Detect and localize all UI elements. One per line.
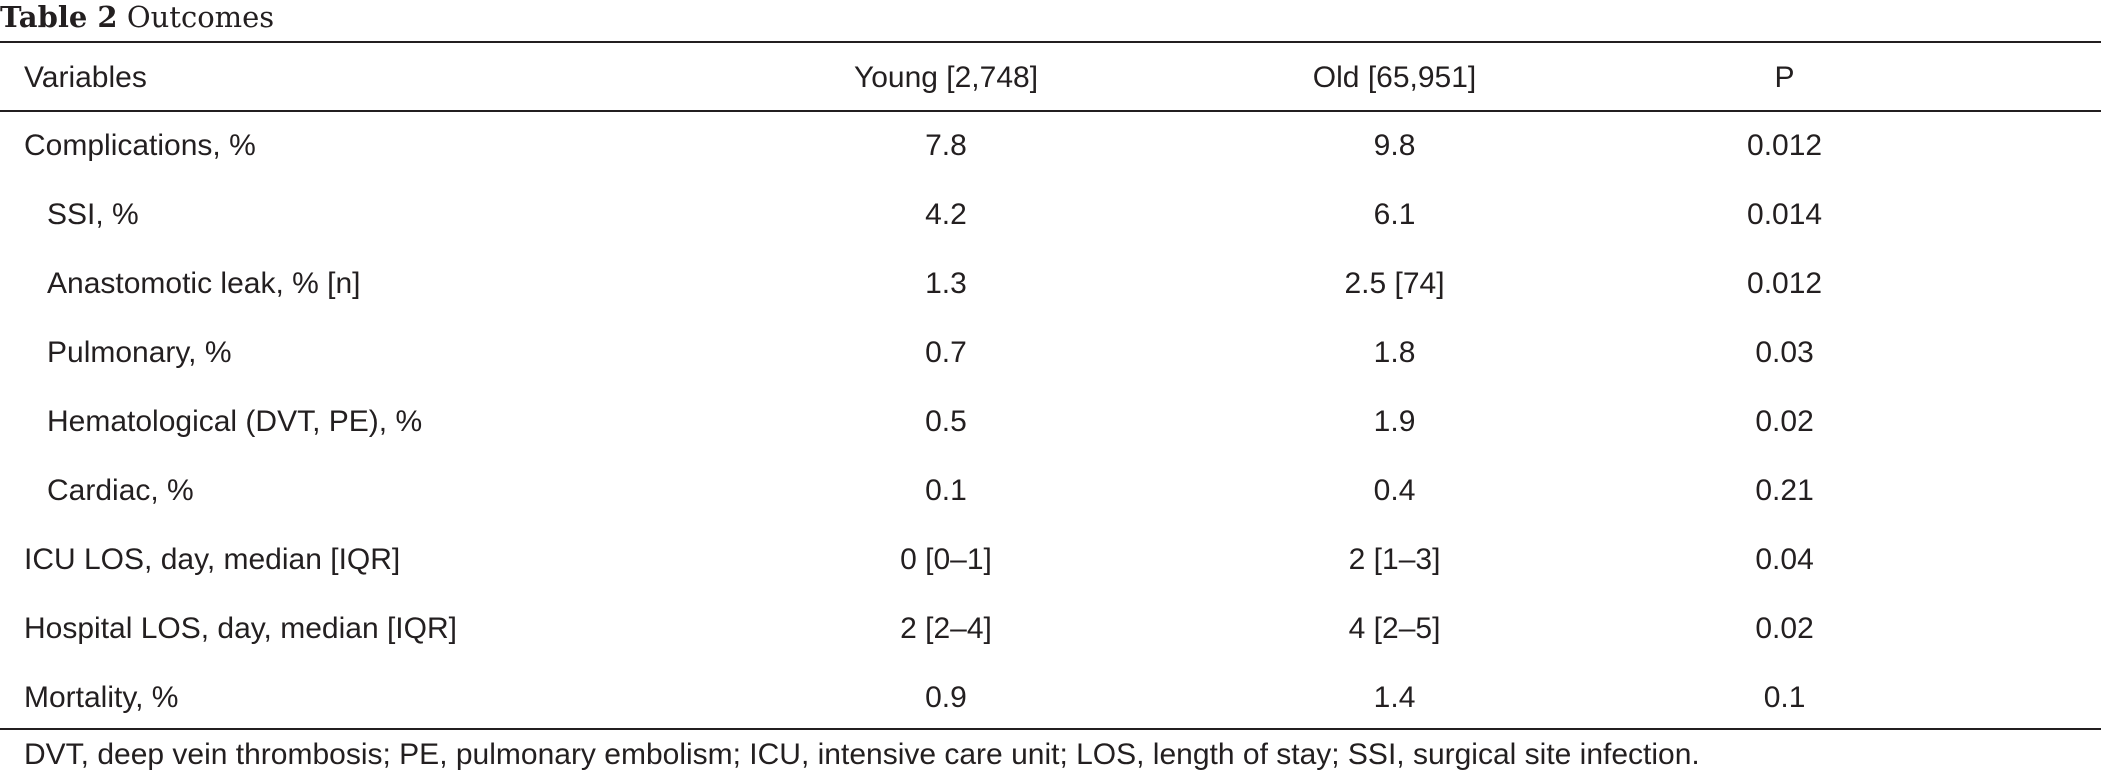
old-value: 1.9 bbox=[1373, 404, 1416, 438]
old-value: 9.8 bbox=[1373, 128, 1416, 162]
row-label: Pulmonary, % bbox=[47, 335, 232, 369]
p-value: 0.03 bbox=[1755, 335, 1814, 369]
table-caption-title: Outcomes bbox=[126, 0, 275, 34]
table-row: Mortality, % 0.9 1.4 0.1 bbox=[0, 663, 2101, 732]
bottom-rule bbox=[0, 728, 2101, 730]
old-value: 1.8 bbox=[1373, 335, 1416, 369]
young-value: 0 [0–1] bbox=[900, 542, 992, 576]
row-label: Anastomotic leak, % [n] bbox=[47, 266, 361, 300]
young-value: 4.2 bbox=[925, 197, 967, 231]
p-value: 0.014 bbox=[1747, 197, 1823, 231]
column-header-variables: Variables bbox=[24, 60, 147, 94]
table-row: Pulmonary, % 0.7 1.8 0.03 bbox=[0, 318, 2101, 387]
young-value: 1.3 bbox=[925, 266, 967, 300]
old-value: 2 [1–3] bbox=[1348, 542, 1441, 576]
header-row: Variables Young [2,748] Old [65,951] P bbox=[0, 44, 2101, 111]
p-value: 0.02 bbox=[1755, 404, 1814, 438]
table-row: SSI, % 4.2 6.1 0.014 bbox=[0, 180, 2101, 249]
young-value: 0.9 bbox=[925, 680, 967, 714]
table-row: ICU LOS, day, median [IQR] 0 [0–1] 2 [1–… bbox=[0, 525, 2101, 594]
p-value: 0.1 bbox=[1763, 680, 1806, 714]
table-row: Complications, % 7.8 9.8 0.012 bbox=[0, 111, 2101, 180]
row-label: Mortality, % bbox=[24, 680, 179, 714]
header-rule bbox=[0, 110, 2101, 112]
young-value: 7.8 bbox=[925, 128, 967, 162]
row-label: Cardiac, % bbox=[47, 473, 194, 507]
row-label: Hospital LOS, day, median [IQR] bbox=[24, 611, 457, 645]
table-footnote: DVT, deep vein thrombosis; PE, pulmonary… bbox=[24, 738, 1700, 771]
outcomes-table: Variables Young [2,748] Old [65,951] P C… bbox=[0, 44, 2101, 732]
row-label: SSI, % bbox=[47, 197, 139, 231]
young-value: 0.1 bbox=[925, 473, 967, 507]
table-caption: Table 2 Outcomes bbox=[0, 0, 274, 36]
table-row: Hematological (DVT, PE), % 0.5 1.9 0.02 bbox=[0, 387, 2101, 456]
table-caption-label: Table 2 bbox=[0, 0, 118, 34]
old-value: 2.5 [74] bbox=[1344, 266, 1445, 300]
column-header-old: Old [65,951] bbox=[1312, 60, 1477, 94]
table-row: Hospital LOS, day, median [IQR] 2 [2–4] … bbox=[0, 594, 2101, 663]
old-value: 6.1 bbox=[1373, 197, 1416, 231]
p-value: 0.02 bbox=[1755, 611, 1814, 645]
p-value: 0.21 bbox=[1755, 473, 1814, 507]
p-value: 0.012 bbox=[1747, 266, 1823, 300]
column-header-young: Young [2,748] bbox=[853, 60, 1039, 94]
young-value: 0.7 bbox=[925, 335, 967, 369]
old-value: 4 [2–5] bbox=[1348, 611, 1441, 645]
young-value: 2 [2–4] bbox=[900, 611, 992, 645]
p-value: 0.012 bbox=[1747, 128, 1823, 162]
top-rule bbox=[0, 41, 2101, 43]
old-value: 1.4 bbox=[1373, 680, 1416, 714]
column-header-p: P bbox=[1774, 60, 1795, 94]
table-row: Cardiac, % 0.1 0.4 0.21 bbox=[0, 456, 2101, 525]
row-label: Hematological (DVT, PE), % bbox=[47, 404, 423, 438]
row-label: Complications, % bbox=[24, 128, 256, 162]
old-value: 0.4 bbox=[1373, 473, 1416, 507]
p-value: 0.04 bbox=[1755, 542, 1814, 576]
table-row: Anastomotic leak, % [n] 1.3 2.5 [74] 0.0… bbox=[0, 249, 2101, 318]
young-value: 0.5 bbox=[925, 404, 967, 438]
row-label: ICU LOS, day, median [IQR] bbox=[24, 542, 401, 576]
